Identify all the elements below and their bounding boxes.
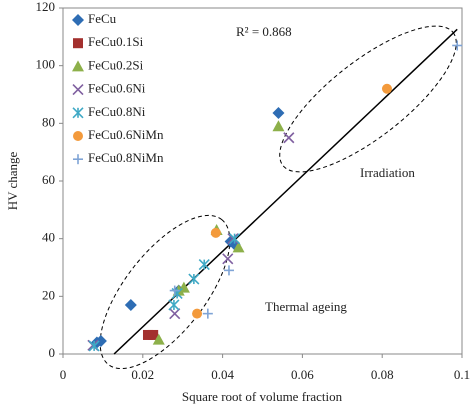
marker-shape <box>72 14 84 26</box>
data-point <box>227 233 239 245</box>
data-point <box>198 259 210 271</box>
data-point <box>188 273 200 285</box>
y-axis-title: HV change <box>5 151 20 210</box>
data-point <box>152 333 165 345</box>
data-point <box>94 335 107 348</box>
legend-marker <box>72 107 84 119</box>
data-point <box>202 308 213 319</box>
marker-shape <box>381 83 392 94</box>
y-tick-label: 80 <box>42 114 55 129</box>
data-point <box>142 329 153 340</box>
marker-shape <box>73 38 83 49</box>
x-tick-label: 0.06 <box>291 367 314 382</box>
y-tick-label: 20 <box>42 287 55 302</box>
legend-marker <box>72 84 84 96</box>
legend-marker <box>72 60 84 72</box>
marker-shape <box>94 335 107 348</box>
marker-shape <box>73 131 83 141</box>
x-tick-label: 0.04 <box>211 367 234 382</box>
legend-marker <box>73 154 83 165</box>
data-point <box>168 299 180 311</box>
marker-shape <box>192 308 203 319</box>
data-point <box>229 233 241 245</box>
data-point <box>88 340 100 352</box>
x-tick-label: 0 <box>60 367 67 382</box>
y-tick-label: 0 <box>49 345 56 360</box>
data-point <box>192 308 203 319</box>
data-point <box>381 83 392 94</box>
marker-shape <box>210 227 221 238</box>
r2-annotation: R² = 0.868 <box>236 24 292 39</box>
x-tick-label: 0.08 <box>371 367 394 382</box>
data-point <box>210 227 221 238</box>
marker-shape <box>272 106 285 119</box>
thermal-label: Thermal ageing <box>265 299 347 314</box>
data-point <box>124 298 137 311</box>
marker-stroke <box>222 253 234 265</box>
legend-label: FeCu0.6NiMn <box>88 127 164 142</box>
marker-stroke <box>72 84 84 96</box>
legend-label: FeCu0.1Si <box>88 34 144 49</box>
marker-shape <box>124 298 137 311</box>
trendline <box>113 28 458 355</box>
marker-shape <box>72 60 84 72</box>
data-point <box>272 106 285 119</box>
marker-stroke <box>283 132 295 144</box>
legend-label: FeCu0.8NiMn <box>88 150 164 165</box>
legend-marker <box>73 131 83 141</box>
legend-marker <box>72 14 84 26</box>
thermal-ellipse <box>99 214 231 370</box>
marker-shape <box>142 329 153 340</box>
marker-shape <box>152 333 165 345</box>
x-tick-label: 0.02 <box>131 367 154 382</box>
marker-shape <box>148 329 159 340</box>
data-point <box>232 241 245 253</box>
y-tick-label: 100 <box>36 57 56 72</box>
x-axis-title: Square root of volume fraction <box>182 389 343 404</box>
marker-shape <box>232 241 245 253</box>
data-point <box>272 120 285 132</box>
y-tick-label: 120 <box>36 0 56 14</box>
data-point <box>222 253 234 265</box>
data-point <box>283 132 295 144</box>
x-tick-label: 0.1 <box>454 367 470 382</box>
y-tick-label: 60 <box>42 172 55 187</box>
data-point <box>452 40 463 51</box>
data-point <box>169 308 181 320</box>
data-point <box>223 265 234 276</box>
y-tick-label: 40 <box>42 230 55 245</box>
irradiation-label: Irradiation <box>360 165 415 180</box>
legend-marker <box>73 38 83 49</box>
marker-stroke <box>169 308 181 320</box>
legend-label: FeCu <box>88 11 117 26</box>
marker-shape <box>272 120 285 132</box>
data-point <box>148 329 159 340</box>
legend-label: FeCu0.8Ni <box>88 104 146 119</box>
marker-stroke <box>227 233 239 245</box>
legend-label: FeCu0.6Ni <box>88 81 146 96</box>
data-point <box>169 285 180 296</box>
legend-label: FeCu0.2Si <box>88 57 144 72</box>
